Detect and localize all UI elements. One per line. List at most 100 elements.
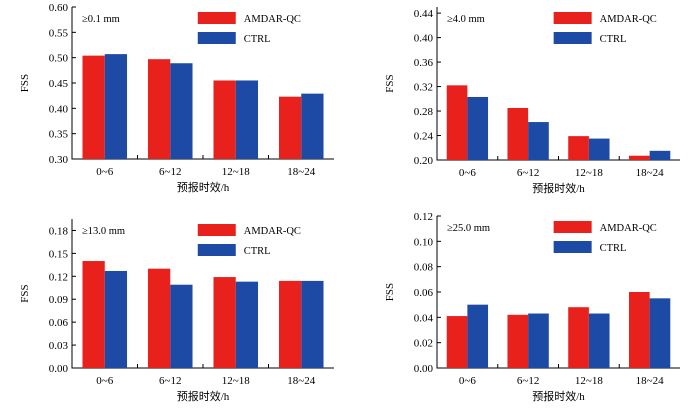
bar-ctrl (528, 313, 549, 368)
y-tick-label: 0.18 (49, 225, 69, 237)
y-tick-label: 0.45 (49, 78, 69, 90)
bar-amdar-qc (147, 59, 171, 159)
y-tick-label: 0.03 (49, 340, 69, 352)
panel-threshold-label: ≥0.1 mm (82, 14, 120, 25)
chart-panel-4: 0.00 0.02 0.04 0.06 0.08 0.10 0.12 0~6 6~12 12~18… (384, 211, 680, 403)
x-axis-label: 预报时效/h (532, 389, 585, 403)
x-tick-label: 6~12 (159, 166, 181, 178)
bar-amdar-qc (507, 314, 529, 368)
y-axis-label: FSS (19, 284, 31, 302)
y-axis-label: FSS (19, 74, 31, 92)
x-tick-label: 6~12 (517, 167, 539, 179)
bar-amdar-qc (213, 80, 236, 159)
y-tick-label: 0.44 (414, 8, 434, 20)
legend-swatch-amdar-qc (197, 12, 236, 24)
legend-swatch-amdar-qc (553, 12, 592, 24)
bar-amdar-qc (568, 307, 589, 368)
legend-label-ctrl: CTRL (600, 34, 627, 45)
legend-label-amdar-qc: AMDAR-QC (244, 226, 301, 237)
y-tick-label: 0.04 (414, 312, 434, 324)
legend-label-ctrl: CTRL (244, 246, 271, 257)
y-tick-label: 0.30 (49, 154, 69, 166)
bar-ctrl (649, 150, 671, 160)
y-tick-label: 0.28 (414, 106, 434, 118)
x-axis-label: 预报时效/h (177, 180, 230, 194)
y-tick-label: 0.12 (414, 211, 433, 223)
y-tick-label: 0.08 (414, 262, 434, 274)
y-tick-label: 0.20 (414, 155, 434, 167)
x-tick-label: 18~24 (287, 166, 315, 178)
y-tick-label: 0.06 (414, 287, 434, 299)
bar-amdar-qc (213, 277, 236, 368)
x-tick-label: 12~18 (575, 167, 603, 179)
bar-amdar-qc (446, 85, 468, 160)
y-axis-label: FSS (384, 283, 396, 301)
x-tick-label: 0~6 (96, 375, 113, 387)
bar-ctrl (649, 298, 671, 368)
bar-amdar-qc (82, 261, 105, 368)
x-tick-label: 0~6 (459, 167, 476, 179)
x-tick-label: 12~18 (222, 375, 250, 387)
bar-ctrl (104, 270, 128, 368)
x-axis-label: 预报时效/h (177, 389, 230, 403)
bar-ctrl (467, 96, 489, 160)
bar-ctrl (588, 138, 610, 160)
chart-panel-1: 0.30 0.35 0.40 0.45 0.50 0.55 0.60 0~6 6~12 12~18… (19, 2, 334, 194)
legend-swatch-ctrl (553, 32, 592, 44)
y-tick-label: 0.24 (414, 131, 434, 143)
bar-amdar-qc (628, 155, 650, 160)
y-tick-label: 0.06 (49, 317, 69, 329)
panel-threshold-label: ≥25.0 mm (447, 223, 490, 234)
x-axis-label: 预报时效/h (532, 181, 585, 195)
x-tick-label: 6~12 (517, 375, 539, 387)
y-tick-label: 0.60 (49, 2, 69, 14)
legend-label-amdar-qc: AMDAR-QC (600, 223, 657, 234)
bar-ctrl (301, 280, 324, 368)
bar-ctrl (528, 122, 549, 160)
legend-swatch-amdar-qc (197, 224, 236, 236)
y-tick-label: 0.10 (414, 236, 434, 248)
bar-amdar-qc (628, 292, 650, 368)
y-tick-label: 0.55 (49, 27, 69, 39)
y-tick-label: 0.35 (49, 129, 69, 141)
y-tick-label: 0.09 (49, 294, 69, 306)
y-tick-label: 0.40 (414, 33, 434, 45)
x-tick-label: 18~24 (636, 167, 664, 179)
panel-threshold-label: ≥13.0 mm (82, 226, 125, 237)
y-tick-label: 0.32 (414, 82, 433, 94)
bar-ctrl (170, 284, 193, 368)
bar-ctrl (588, 313, 610, 368)
panel-threshold-label: ≥4.0 mm (447, 14, 485, 25)
legend-label-ctrl: CTRL (600, 243, 627, 254)
legend-swatch-amdar-qc (553, 221, 592, 233)
x-tick-label: 18~24 (636, 375, 664, 387)
legend-swatch-ctrl (197, 244, 236, 256)
bar-ctrl (467, 304, 489, 368)
x-tick-label: 12~18 (575, 375, 603, 387)
y-axis-label: FSS (384, 74, 396, 92)
y-tick-label: 0.15 (49, 248, 69, 260)
bar-amdar-qc (278, 96, 302, 159)
bar-ctrl (235, 281, 259, 368)
legend-swatch-ctrl (197, 32, 236, 44)
y-tick-label: 0.00 (414, 363, 434, 375)
bar-amdar-qc (147, 268, 171, 368)
x-tick-label: 0~6 (459, 375, 476, 387)
bar-amdar-qc (568, 136, 589, 160)
x-tick-label: 6~12 (159, 375, 181, 387)
y-tick-label: 0.50 (49, 53, 69, 65)
legend-label-ctrl: CTRL (244, 34, 271, 45)
bar-amdar-qc (278, 280, 302, 368)
y-tick-label: 0.00 (49, 363, 69, 375)
x-tick-label: 12~18 (222, 166, 250, 178)
bar-ctrl (235, 80, 259, 159)
x-tick-label: 0~6 (96, 166, 113, 178)
chart-panel-2: 0.20 0.24 0.28 0.32 0.36 0.40 0.44 0~6 6~12 12~18… (384, 7, 680, 195)
legend-swatch-ctrl (553, 241, 592, 253)
legend-label-amdar-qc: AMDAR-QC (244, 14, 301, 25)
legend-label-amdar-qc: AMDAR-QC (600, 14, 657, 25)
bar-ctrl (104, 54, 128, 160)
y-tick-label: 0.12 (49, 271, 68, 283)
x-tick-label: 18~24 (287, 375, 315, 387)
bar-ctrl (170, 63, 193, 159)
